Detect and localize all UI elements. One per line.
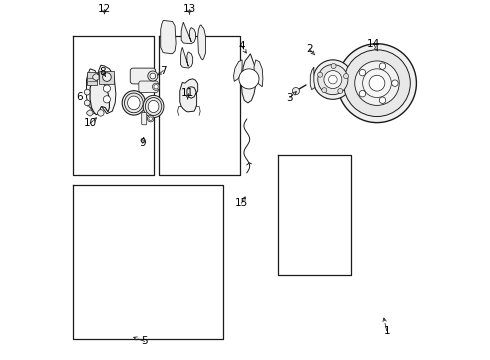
FancyBboxPatch shape (139, 81, 158, 93)
Text: 9: 9 (140, 139, 146, 148)
Circle shape (149, 117, 152, 121)
Circle shape (359, 90, 366, 97)
Ellipse shape (148, 100, 159, 113)
Circle shape (318, 72, 322, 77)
Circle shape (343, 50, 410, 117)
Polygon shape (180, 47, 193, 68)
Circle shape (98, 110, 104, 116)
Circle shape (359, 69, 366, 76)
Circle shape (379, 97, 386, 103)
Circle shape (338, 89, 343, 94)
Circle shape (152, 83, 160, 90)
Circle shape (103, 85, 111, 92)
Circle shape (324, 71, 342, 89)
Circle shape (154, 85, 158, 89)
Text: 3: 3 (287, 93, 293, 103)
Circle shape (239, 69, 259, 89)
Circle shape (369, 75, 385, 91)
Polygon shape (161, 21, 176, 54)
Circle shape (355, 61, 399, 105)
Circle shape (102, 73, 111, 81)
Circle shape (150, 73, 156, 79)
Circle shape (338, 44, 416, 123)
Circle shape (148, 71, 158, 81)
Ellipse shape (127, 96, 140, 110)
FancyBboxPatch shape (130, 68, 156, 84)
Polygon shape (98, 65, 116, 114)
Polygon shape (180, 79, 197, 112)
Circle shape (331, 63, 336, 68)
Text: 4: 4 (238, 41, 245, 50)
Polygon shape (181, 22, 196, 44)
Text: 5: 5 (141, 336, 148, 346)
Polygon shape (254, 60, 263, 87)
Polygon shape (99, 71, 115, 84)
Text: 13: 13 (183, 4, 196, 14)
Text: 2: 2 (306, 44, 313, 54)
Polygon shape (197, 25, 205, 60)
Circle shape (313, 60, 353, 99)
Text: 8: 8 (99, 67, 105, 77)
Circle shape (84, 89, 90, 95)
Circle shape (329, 75, 337, 84)
Polygon shape (93, 73, 99, 81)
Circle shape (147, 116, 154, 122)
Text: 15: 15 (235, 198, 248, 208)
Circle shape (293, 87, 299, 95)
Circle shape (343, 73, 348, 78)
Circle shape (363, 69, 392, 98)
Circle shape (318, 64, 348, 95)
Ellipse shape (146, 98, 162, 116)
Polygon shape (90, 74, 109, 115)
Circle shape (84, 100, 90, 106)
Polygon shape (87, 72, 97, 85)
Polygon shape (87, 69, 98, 110)
Text: 12: 12 (98, 4, 111, 14)
Polygon shape (87, 110, 93, 116)
Ellipse shape (122, 91, 146, 115)
Text: 11: 11 (181, 88, 194, 98)
Text: 1: 1 (383, 325, 390, 336)
FancyBboxPatch shape (142, 113, 147, 125)
Ellipse shape (143, 95, 164, 118)
Polygon shape (234, 60, 242, 81)
Polygon shape (242, 54, 256, 103)
Text: 14: 14 (367, 39, 380, 49)
Polygon shape (310, 67, 315, 90)
Circle shape (322, 88, 327, 93)
Circle shape (392, 80, 398, 86)
Text: 7: 7 (160, 66, 167, 76)
Ellipse shape (124, 93, 143, 113)
Circle shape (103, 96, 111, 103)
Text: 10: 10 (83, 118, 97, 128)
Circle shape (379, 63, 386, 69)
Text: 6: 6 (76, 92, 83, 102)
